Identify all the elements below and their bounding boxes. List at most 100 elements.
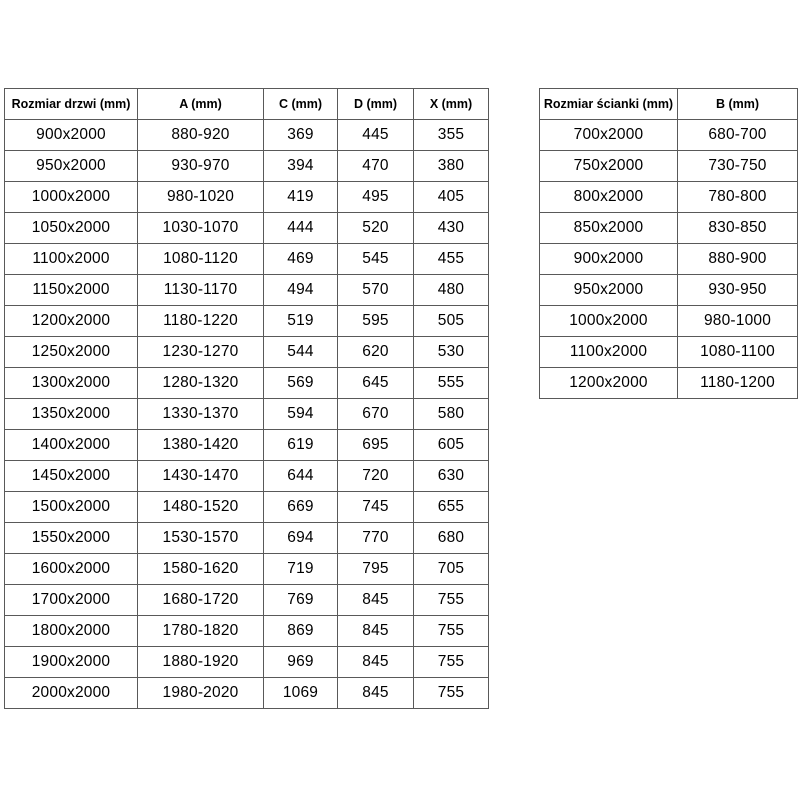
table-cell-wall-size: 1200x2000 <box>539 367 678 399</box>
table-cell-a: 1530-1570 <box>137 522 264 554</box>
table-cell-d: 845 <box>337 615 414 647</box>
table-cell-a: 1080-1120 <box>137 243 264 275</box>
column-header-b: B (mm) <box>677 88 798 120</box>
table-cell-door-size: 1700x2000 <box>4 584 138 616</box>
table-cell-door-size: 1350x2000 <box>4 398 138 430</box>
table-cell-wall-size: 950x2000 <box>539 274 678 306</box>
table-cell-c: 769 <box>263 584 338 616</box>
table-cell-door-size: 1150x2000 <box>4 274 138 306</box>
table-cell-c: 494 <box>263 274 338 306</box>
table-cell-door-size: 2000x2000 <box>4 677 138 709</box>
table-cell-a: 1230-1270 <box>137 336 264 368</box>
wall-table-header-row: Rozmiar ścianki (mm) B (mm) <box>539 88 798 120</box>
table-cell-x: 755 <box>413 646 489 678</box>
table-cell-x: 705 <box>413 553 489 585</box>
table-cell-c: 594 <box>263 398 338 430</box>
table-cell-x: 480 <box>413 274 489 306</box>
table-row: 850x2000 830-850 <box>539 212 798 244</box>
table-cell-a: 1780-1820 <box>137 615 264 647</box>
table-row: 950x2000 930-950 <box>539 274 798 306</box>
table-cell-x: 605 <box>413 429 489 461</box>
table-cell-door-size: 1500x2000 <box>4 491 138 523</box>
table-row: 1100x2000 1080-1120 469 545 455 <box>4 243 489 275</box>
table-cell-wall-size: 850x2000 <box>539 212 678 244</box>
table-cell-b: 880-900 <box>677 243 798 275</box>
table-cell-b: 730-750 <box>677 150 798 182</box>
table-cell-c: 869 <box>263 615 338 647</box>
table-cell-b: 980-1000 <box>677 305 798 337</box>
table-cell-c: 644 <box>263 460 338 492</box>
table-cell-door-size: 900x2000 <box>4 119 138 151</box>
table-row: 1250x2000 1230-1270 544 620 530 <box>4 336 489 368</box>
column-header-d: D (mm) <box>337 88 414 120</box>
table-cell-wall-size: 1000x2000 <box>539 305 678 337</box>
table-cell-b: 780-800 <box>677 181 798 213</box>
table-row: 950x2000 930-970 394 470 380 <box>4 150 489 182</box>
table-cell-door-size: 950x2000 <box>4 150 138 182</box>
table-row: 1100x2000 1080-1100 <box>539 336 798 368</box>
table-row: 2000x2000 1980-2020 1069 845 755 <box>4 677 489 709</box>
table-cell-c: 719 <box>263 553 338 585</box>
table-cell-wall-size: 900x2000 <box>539 243 678 275</box>
table-cell-c: 1069 <box>263 677 338 709</box>
table-cell-d: 495 <box>337 181 414 213</box>
table-cell-x: 455 <box>413 243 489 275</box>
table-cell-d: 670 <box>337 398 414 430</box>
table-row: 1150x2000 1130-1170 494 570 480 <box>4 274 489 306</box>
table-cell-a: 1480-1520 <box>137 491 264 523</box>
table-cell-c: 394 <box>263 150 338 182</box>
table-cell-door-size: 1100x2000 <box>4 243 138 275</box>
table-cell-a: 930-970 <box>137 150 264 182</box>
table-cell-c: 969 <box>263 646 338 678</box>
table-cell-a: 1880-1920 <box>137 646 264 678</box>
table-cell-x: 505 <box>413 305 489 337</box>
table-cell-c: 444 <box>263 212 338 244</box>
column-header-door-size: Rozmiar drzwi (mm) <box>4 88 138 120</box>
table-cell-door-size: 1250x2000 <box>4 336 138 368</box>
table-cell-door-size: 1400x2000 <box>4 429 138 461</box>
table-row: 1000x2000 980-1000 <box>539 305 798 337</box>
table-row: 1800x2000 1780-1820 869 845 755 <box>4 615 489 647</box>
table-cell-a: 880-920 <box>137 119 264 151</box>
table-cell-d: 845 <box>337 584 414 616</box>
table-cell-a: 1980-2020 <box>137 677 264 709</box>
table-cell-a: 1180-1220 <box>137 305 264 337</box>
table-cell-d: 770 <box>337 522 414 554</box>
table-row: 900x2000 880-900 <box>539 243 798 275</box>
table-row: 900x2000 880-920 369 445 355 <box>4 119 489 151</box>
table-cell-x: 630 <box>413 460 489 492</box>
table-cell-x: 580 <box>413 398 489 430</box>
table-cell-b: 1080-1100 <box>677 336 798 368</box>
table-row: 1050x2000 1030-1070 444 520 430 <box>4 212 489 244</box>
table-cell-d: 470 <box>337 150 414 182</box>
table-row: 1450x2000 1430-1470 644 720 630 <box>4 460 489 492</box>
table-row: 1500x2000 1480-1520 669 745 655 <box>4 491 489 523</box>
table-cell-c: 694 <box>263 522 338 554</box>
table-cell-a: 980-1020 <box>137 181 264 213</box>
table-cell-d: 720 <box>337 460 414 492</box>
table-cell-door-size: 1800x2000 <box>4 615 138 647</box>
table-cell-a: 1680-1720 <box>137 584 264 616</box>
door-table-header-row: Rozmiar drzwi (mm) A (mm) C (mm) D (mm) … <box>4 88 489 120</box>
table-row: 1900x2000 1880-1920 969 845 755 <box>4 646 489 678</box>
table-cell-door-size: 1550x2000 <box>4 522 138 554</box>
table-cell-d: 445 <box>337 119 414 151</box>
table-cell-c: 669 <box>263 491 338 523</box>
table-row: 1550x2000 1530-1570 694 770 680 <box>4 522 489 554</box>
table-cell-c: 569 <box>263 367 338 399</box>
table-cell-wall-size: 700x2000 <box>539 119 678 151</box>
table-cell-x: 680 <box>413 522 489 554</box>
table-cell-c: 619 <box>263 429 338 461</box>
table-cell-door-size: 1050x2000 <box>4 212 138 244</box>
table-cell-a: 1130-1170 <box>137 274 264 306</box>
table-cell-d: 545 <box>337 243 414 275</box>
table-row: 1600x2000 1580-1620 719 795 705 <box>4 553 489 585</box>
table-cell-c: 369 <box>263 119 338 151</box>
table-cell-b: 830-850 <box>677 212 798 244</box>
table-row: 1400x2000 1380-1420 619 695 605 <box>4 429 489 461</box>
table-row: 1000x2000 980-1020 419 495 405 <box>4 181 489 213</box>
table-cell-d: 570 <box>337 274 414 306</box>
table-row: 1700x2000 1680-1720 769 845 755 <box>4 584 489 616</box>
table-cell-x: 655 <box>413 491 489 523</box>
table-cell-d: 520 <box>337 212 414 244</box>
